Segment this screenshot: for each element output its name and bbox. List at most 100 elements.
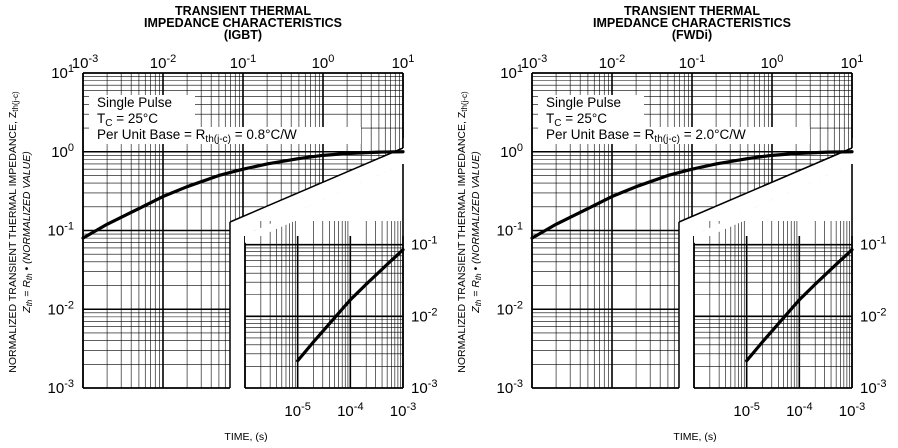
lower-x-tick-label-exponent: -3 xyxy=(855,401,865,413)
upper-x-tick-label: 10-1 xyxy=(230,53,256,72)
lower-impedance-curve xyxy=(745,248,854,363)
upper-x-tick-label-base: 10 xyxy=(599,55,616,72)
inset-band-edge-top xyxy=(229,147,404,223)
annotation-tc-value: = 25°C xyxy=(561,111,607,126)
lower-y-tick-label-exponent: -3 xyxy=(877,378,887,390)
lower-grid xyxy=(245,221,403,388)
x-axis-label: TIME, (s) xyxy=(224,431,267,443)
y-axis-label: NORMALIZED TRANSIENT THERMAL IMPEDANCE, … xyxy=(7,91,20,373)
lower-y-tick-label-base: 10 xyxy=(411,380,428,397)
chart-title-line-2: IMPEDANCE CHARACTERISTICS xyxy=(144,16,342,30)
lower-y-tick-label: 10-3 xyxy=(411,378,437,397)
annotation-bg-2 xyxy=(538,111,644,127)
upper-y-tick-label: 10-2 xyxy=(48,299,74,318)
upper-impedance-curve xyxy=(530,150,854,240)
upper-y-tick-label-exponent: -2 xyxy=(64,299,74,311)
upper-x-tick-label-exponent: 0 xyxy=(328,53,334,65)
annotation-unit-base: Per Unit Base = Rth(j-c) = 0.8°C/W xyxy=(97,127,297,145)
lower-x-tick-label: 10-4 xyxy=(337,401,363,420)
lower-y-tick-label-exponent: -2 xyxy=(877,306,887,318)
lower-x-tick-label-base: 10 xyxy=(733,403,750,420)
annotation-base-label: Per Unit Base = R xyxy=(546,127,655,142)
annotation-tc-value: = 25°C xyxy=(112,111,158,126)
lower-y-tick-label-base: 10 xyxy=(860,308,877,325)
y-axis-label-main: NORMALIZED TRANSIENT THERMAL IMPEDANCE, … xyxy=(456,111,468,373)
annotation-tc-subscript: C xyxy=(554,118,561,129)
annotation-bg-1 xyxy=(89,95,195,111)
upper-x-tick-label-base: 10 xyxy=(72,55,89,72)
annotation-base-subscript: th(j-c) xyxy=(205,134,231,145)
annotation-tc-symbol: T xyxy=(546,111,554,126)
annotation-bg-3 xyxy=(89,127,361,144)
lower-x-tick-label-base: 10 xyxy=(839,403,856,420)
upper-y-tick-label-exponent: -1 xyxy=(64,221,74,233)
upper-x-tick-label-base: 10 xyxy=(521,55,538,72)
upper-x-tick-label: 101 xyxy=(841,53,864,72)
upper-x-tick-label: 10-1 xyxy=(679,53,705,72)
upper-y-tick-label-base: 10 xyxy=(497,380,514,397)
upper-y-tick-label-exponent: -3 xyxy=(513,378,523,390)
upper-y-tick-label-exponent: -3 xyxy=(64,378,74,390)
upper-y-tick-label-base: 10 xyxy=(48,380,65,397)
y-formula-z-sub: th xyxy=(474,299,483,306)
upper-y-tick-label: 10-3 xyxy=(48,378,74,397)
lower-x-tick-label-base: 10 xyxy=(284,403,301,420)
y-axis-label-main: NORMALIZED TRANSIENT THERMAL IMPEDANCE, … xyxy=(7,111,19,373)
y-formula-z-sub: th xyxy=(25,299,34,306)
upper-y-tick-label-exponent: 0 xyxy=(68,142,74,154)
lower-y-tick-label-exponent: -3 xyxy=(428,378,438,390)
lower-y-tick-label-base: 10 xyxy=(860,237,877,254)
chart-title-line-1: TRANSIENT THERMAL xyxy=(624,4,760,18)
lower-impedance-curve xyxy=(296,248,405,363)
upper-x-tick-label-base: 10 xyxy=(841,55,858,72)
annotation-tc-subscript: C xyxy=(105,118,112,129)
lower-x-tick-label: 10-5 xyxy=(733,401,759,420)
lower-y-tick-label-exponent: -1 xyxy=(877,235,887,247)
y-axis-formula: Zth = Rth • (NORMALIZED VALUE) xyxy=(21,151,34,313)
lower-y-tick-label-exponent: -1 xyxy=(428,235,438,247)
upper-x-tick-label: 100 xyxy=(761,53,784,72)
annotation-single-pulse: Single Pulse xyxy=(546,95,621,110)
annotation-case-temperature: TC = 25°C xyxy=(546,111,607,129)
upper-x-tick-label: 10-3 xyxy=(72,53,98,72)
lower-x-tick-label-base: 10 xyxy=(786,403,803,420)
inset-band-edge-top xyxy=(678,147,853,223)
inset-band xyxy=(230,148,403,235)
upper-x-tick-label-exponent: -1 xyxy=(246,53,256,65)
y-formula-end: • (NORMALIZED VALUE) xyxy=(21,151,33,273)
y-axis-formula: Zth = Rth • (NORMALIZED VALUE) xyxy=(470,151,483,313)
upper-x-tick-label: 101 xyxy=(392,53,415,72)
inset-mask xyxy=(679,138,898,448)
lower-x-tick-label-base: 10 xyxy=(337,403,354,420)
upper-y-tick-label-base: 10 xyxy=(500,65,517,82)
y-axis-label-subscript: th(j-c) xyxy=(460,91,469,112)
upper-y-tick-label-base: 10 xyxy=(51,65,68,82)
upper-y-tick-label-base: 10 xyxy=(497,301,514,318)
upper-x-tick-label-exponent: 1 xyxy=(857,53,863,65)
upper-x-tick-label: 10-2 xyxy=(599,53,625,72)
upper-y-tick-label: 100 xyxy=(500,142,523,161)
lower-x-tick-label-base: 10 xyxy=(390,403,407,420)
upper-x-tick-label: 10-3 xyxy=(521,53,547,72)
annotation-unit-base: Per Unit Base = Rth(j-c) = 2.0°C/W xyxy=(546,127,746,145)
upper-y-tick-label-exponent: -1 xyxy=(513,221,523,233)
y-formula-z: Z xyxy=(21,306,33,314)
upper-x-tick-label-base: 10 xyxy=(312,55,329,72)
upper-x-tick-label-base: 10 xyxy=(230,55,247,72)
upper-x-tick-label-base: 10 xyxy=(150,55,167,72)
upper-y-tick-label-exponent: 0 xyxy=(517,142,523,154)
annotation-single-pulse: Single Pulse xyxy=(97,95,172,110)
upper-y-tick-label: 100 xyxy=(51,142,74,161)
annotation-bg-2 xyxy=(89,111,195,127)
y-formula-r-sub: th xyxy=(474,273,483,280)
upper-y-tick-label: 10-3 xyxy=(497,378,523,397)
annotation-base-label: Per Unit Base = R xyxy=(97,127,206,142)
y-formula-r: = R xyxy=(21,280,33,300)
lower-y-tick-label-base: 10 xyxy=(860,380,877,397)
lower-y-tick-label-base: 10 xyxy=(411,237,428,254)
upper-y-tick-label-base: 10 xyxy=(500,144,517,161)
annotation-base-value: = 0.8°C/W xyxy=(231,127,297,142)
upper-y-tick-label: 10-1 xyxy=(497,221,523,240)
